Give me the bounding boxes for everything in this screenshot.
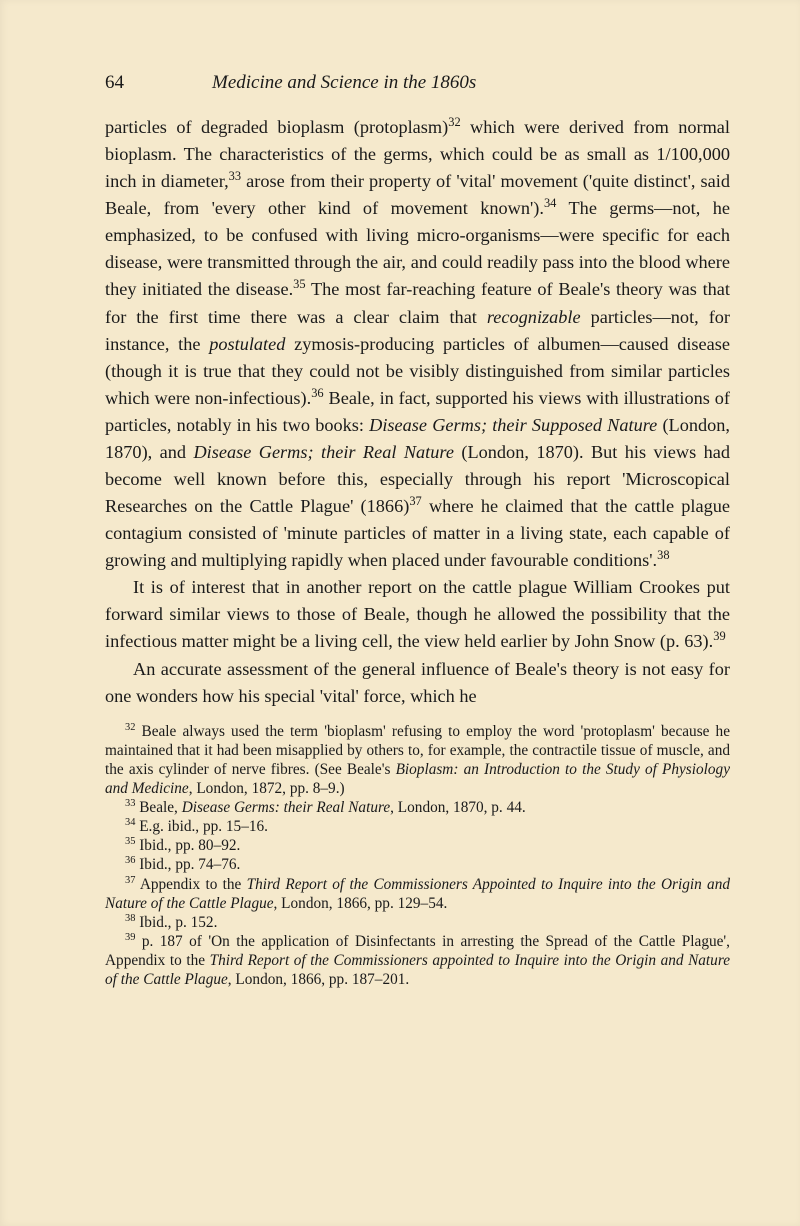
footnote: 33 Beale, Disease Germs: their Real Natu…	[105, 798, 730, 817]
footnotes: 32 Beale always used the term 'bioplasm'…	[105, 722, 730, 990]
footnote: 39 p. 187 of 'On the application of Disi…	[105, 932, 730, 989]
page-header: 64 Medicine and Science in the 1860s	[105, 72, 730, 94]
paragraph: An accurate assessment of the general in…	[105, 656, 730, 710]
paragraph: particles of degraded bioplasm (protopla…	[105, 114, 730, 574]
footnote: 38 Ibid., p. 152.	[105, 913, 730, 932]
paragraph: It is of interest that in another report…	[105, 574, 730, 655]
footnote: 35 Ibid., pp. 80–92.	[105, 836, 730, 855]
footnote: 36 Ibid., pp. 74–76.	[105, 855, 730, 874]
running-title: Medicine and Science in the 1860s	[212, 72, 730, 94]
page: 64 Medicine and Science in the 1860s par…	[0, 0, 800, 1226]
footnote: 34 E.g. ibid., pp. 15–16.	[105, 817, 730, 836]
footnote: 32 Beale always used the term 'bioplasm'…	[105, 722, 730, 798]
body-text: particles of degraded bioplasm (protopla…	[105, 114, 730, 710]
footnote: 37 Appendix to the Third Report of the C…	[105, 875, 730, 913]
page-number: 64	[105, 72, 124, 94]
